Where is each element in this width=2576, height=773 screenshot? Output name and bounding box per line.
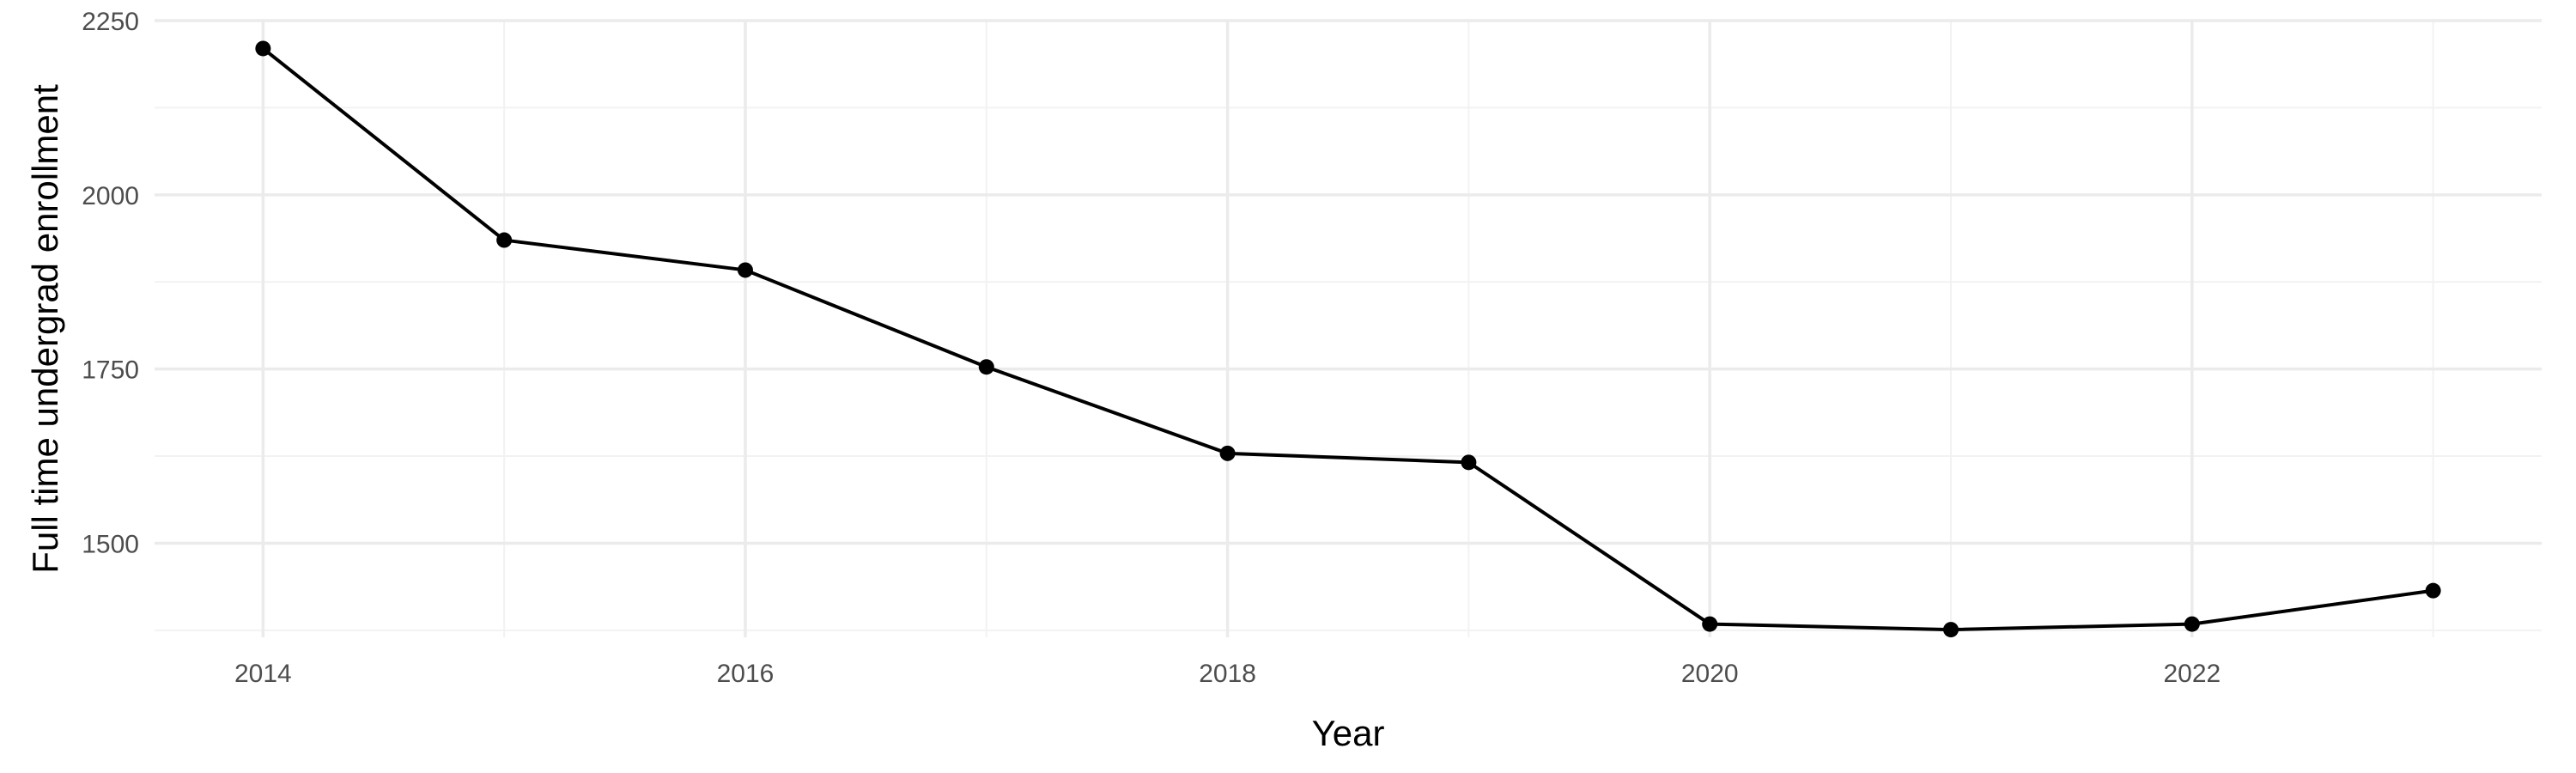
x-axis-title: Year	[1312, 713, 1385, 753]
y-tick-label: 1500	[82, 530, 139, 558]
data-point-2021	[1943, 622, 1959, 638]
data-point-2017	[978, 359, 994, 375]
x-tick-label: 2016	[717, 660, 775, 688]
data-point-2018	[1219, 445, 1236, 461]
tick-labels: 2014 2016 2018 2020 2022 1500 1750 2000 2250	[82, 8, 2221, 688]
series	[255, 40, 2441, 638]
data-point-2023	[2425, 582, 2441, 599]
y-tick-label: 1750	[82, 356, 139, 385]
grid	[155, 19, 2542, 637]
x-tick-label: 2018	[1199, 660, 1256, 688]
y-axis-title: Full time undergrad enrollment	[25, 84, 65, 574]
series-line	[262, 46, 2433, 632]
x-tick-label: 2020	[1681, 660, 1739, 688]
x-tick-label: 2014	[234, 660, 292, 688]
data-point-2015	[496, 232, 513, 248]
data-point-2020	[1702, 616, 1718, 632]
data-point-2014	[255, 40, 271, 57]
data-point-2022	[2184, 616, 2200, 632]
y-tick-label: 2000	[82, 182, 139, 210]
data-point-2019	[1461, 454, 1477, 471]
y-tick-label: 2250	[82, 8, 139, 36]
data-point-2016	[737, 262, 753, 278]
x-tick-label: 2022	[2163, 660, 2221, 688]
